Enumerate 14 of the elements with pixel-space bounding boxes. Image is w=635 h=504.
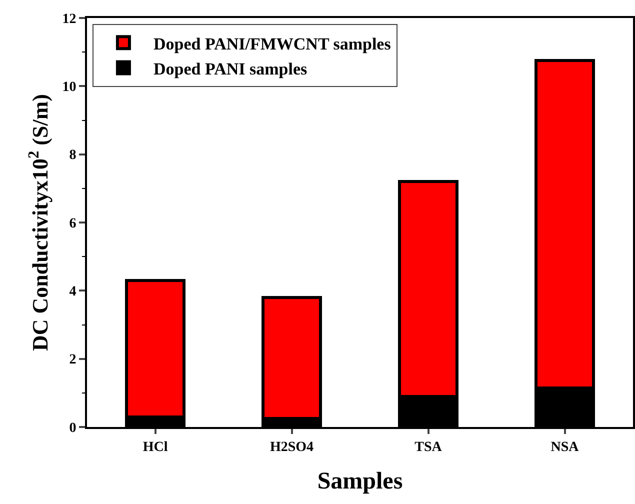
y-tick-label: 8 bbox=[69, 148, 76, 164]
y-tick-label: 6 bbox=[69, 216, 76, 232]
y-tick-label: 0 bbox=[69, 420, 76, 436]
x-axis-title: Samples bbox=[317, 468, 403, 495]
x-tick-label: TSA bbox=[414, 440, 443, 455]
legend-label: Doped PANI/FMWCNT samples bbox=[153, 34, 392, 54]
x-tick-label: NSA bbox=[550, 440, 580, 455]
y-tick-label: 12 bbox=[62, 12, 76, 27]
x-tick-label: H2SO4 bbox=[270, 440, 314, 455]
y-tick-label: 10 bbox=[62, 80, 76, 96]
x-tick-label: HCl bbox=[142, 440, 168, 455]
y-tick-label: 4 bbox=[69, 284, 76, 300]
legend-label: Doped PANI samples bbox=[153, 59, 308, 78]
y-tick-label: 2 bbox=[69, 352, 76, 368]
